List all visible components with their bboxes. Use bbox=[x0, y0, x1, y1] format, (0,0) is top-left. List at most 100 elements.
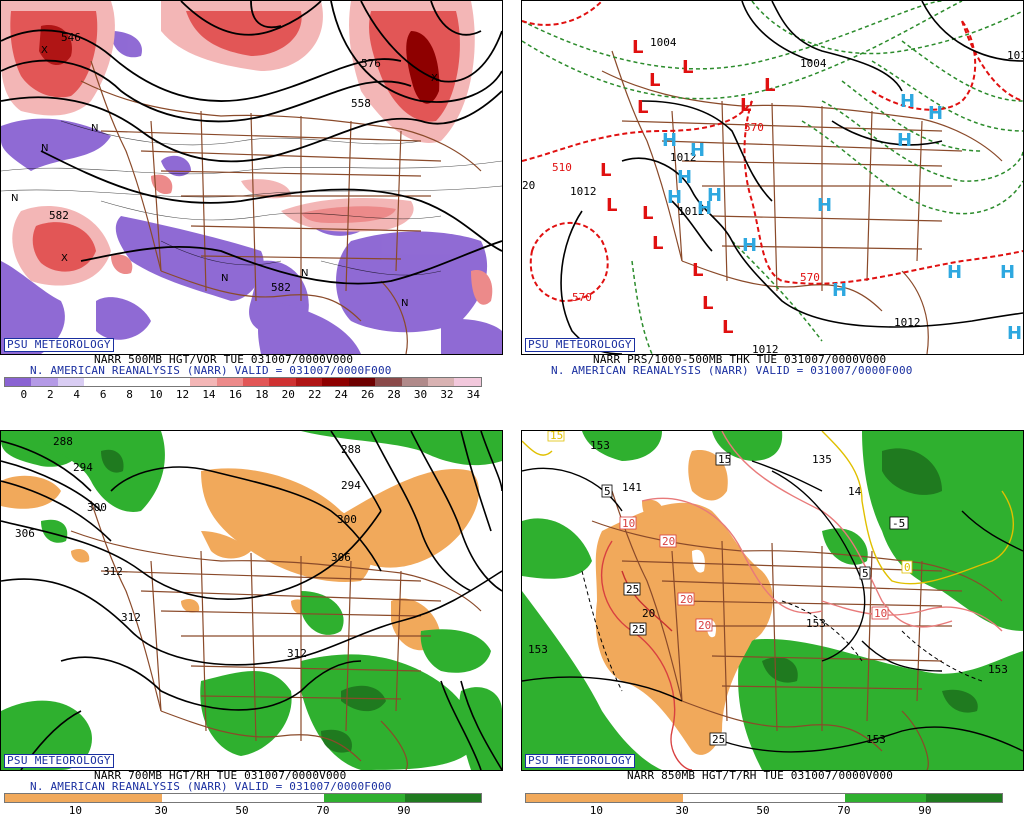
svg-text:15: 15 bbox=[550, 431, 563, 442]
colorbar-tick-label: 14 bbox=[202, 388, 216, 401]
contour-label: 546 bbox=[61, 31, 81, 44]
colorbar-tick-label: 20 bbox=[281, 388, 295, 401]
svg-text:N: N bbox=[301, 268, 308, 279]
svg-text:H: H bbox=[897, 130, 912, 151]
contour-label: 1012 bbox=[678, 205, 705, 218]
svg-text:L: L bbox=[740, 95, 751, 116]
low-markers: L L L L L L L L L L L L L bbox=[600, 37, 775, 338]
colorbar-swatch bbox=[137, 378, 164, 386]
colorbar-tick-label: 0 bbox=[20, 388, 28, 401]
colorbar-swatch bbox=[763, 794, 845, 802]
contour-label: 135 bbox=[812, 453, 832, 466]
svg-text:L: L bbox=[702, 293, 713, 314]
svg-text:10: 10 bbox=[874, 607, 887, 620]
svg-text:-5: -5 bbox=[892, 517, 905, 530]
colorbar-tick-label: 50 bbox=[756, 804, 770, 817]
svg-text:N: N bbox=[41, 143, 48, 154]
contour-label: 294 bbox=[73, 461, 93, 474]
caption-line-2: N. AMERICAN REANALYSIS (NARR) VALID = 03… bbox=[30, 780, 392, 793]
vorticity-colorbar-ticks: 0 2 4 6 8 10 12 14 16 18 20 22 24 26 28 30 32 34 bbox=[4, 389, 480, 401]
svg-text:H: H bbox=[947, 262, 962, 283]
contour-label: 582 bbox=[49, 209, 69, 222]
svg-text:H: H bbox=[928, 103, 943, 124]
colorbar-tick-label: 30 bbox=[154, 804, 168, 817]
colorbar-tick-label: 10 bbox=[589, 804, 604, 817]
contour-label: 306 bbox=[331, 551, 351, 564]
contour-label: 1004 bbox=[800, 57, 827, 70]
rh-colorbar-ticks: 10 30 50 70 90 bbox=[4, 805, 480, 817]
colorbar-swatch bbox=[242, 794, 324, 802]
svg-text:X: X bbox=[61, 253, 68, 264]
colorbar-swatch bbox=[401, 378, 428, 386]
colorbar-swatch bbox=[454, 378, 481, 386]
panel-700mb: 288 294 300 306 312 312 288 294 300 306 … bbox=[0, 416, 503, 819]
svg-text:N: N bbox=[401, 298, 408, 309]
contour-label: 510 bbox=[552, 161, 572, 174]
svg-text:N: N bbox=[11, 193, 18, 204]
colorbar-swatch bbox=[348, 378, 376, 386]
contour-label: 1012 bbox=[570, 185, 597, 198]
colorbar-swatch bbox=[322, 378, 349, 386]
psu-logo: PSU METEOROLOGY bbox=[525, 754, 635, 768]
contour-label: 570 bbox=[744, 121, 764, 134]
svg-text:H: H bbox=[707, 185, 722, 206]
rh-colorbar bbox=[4, 793, 482, 803]
colorbar-tick-label: 10 bbox=[68, 804, 83, 817]
svg-text:0: 0 bbox=[904, 561, 911, 574]
colorbar-tick-label: 4 bbox=[73, 388, 81, 401]
svg-text:H: H bbox=[742, 235, 757, 256]
colorbar-swatch bbox=[925, 794, 1002, 802]
caption-line-2: N. AMERICAN REANALYSIS (NARR) VALID = 03… bbox=[30, 364, 392, 377]
svg-text:H: H bbox=[690, 140, 705, 161]
caption-line-1: NARR 500MB HGT/VOR TUE 031007/0000V000 bbox=[94, 353, 354, 366]
psu-logo: PSU METEOROLOGY bbox=[4, 754, 114, 768]
colorbar-swatch bbox=[242, 378, 270, 386]
colorbar-tick-label: 8 bbox=[126, 388, 133, 401]
rh-colorbar bbox=[525, 793, 1003, 803]
colorbar-swatch bbox=[163, 378, 191, 386]
svg-text:20: 20 bbox=[680, 593, 693, 606]
colorbar-tick-label: 30 bbox=[675, 804, 689, 817]
contour-label: 288 bbox=[341, 443, 361, 456]
svg-text:H: H bbox=[662, 130, 677, 151]
colorbar-tick-label: 6 bbox=[99, 388, 107, 401]
svg-text:H: H bbox=[677, 167, 692, 188]
colorbar-swatch bbox=[5, 794, 48, 802]
svg-text:5: 5 bbox=[862, 567, 869, 580]
svg-text:25: 25 bbox=[626, 583, 639, 596]
contour-label: 576 bbox=[361, 57, 381, 70]
svg-text:H: H bbox=[1000, 262, 1015, 283]
colorbar-tick-label: 50 bbox=[235, 804, 249, 817]
colorbar-swatch bbox=[47, 794, 163, 802]
caption-line-2: N. AMERICAN REANALYSIS (NARR) VALID = 03… bbox=[551, 364, 913, 377]
neg-vorticity-areas bbox=[1, 31, 502, 354]
svg-text:L: L bbox=[600, 160, 611, 181]
svg-text:N: N bbox=[221, 273, 228, 284]
svg-text:5: 5 bbox=[604, 485, 611, 498]
caption-line-1: NARR PRS/1000-500MB THK TUE 031007/0000V… bbox=[593, 353, 887, 366]
contour-label: 1004 bbox=[650, 36, 677, 49]
svg-text:L: L bbox=[692, 260, 703, 281]
colorbar-swatch bbox=[526, 794, 569, 802]
map-500mb: 546 576 558 582 582 N N N N N N X X X bbox=[0, 0, 503, 355]
svg-text:H: H bbox=[1007, 323, 1022, 344]
contour-label: 558 bbox=[351, 97, 371, 110]
colorbar-tick-label: 26 bbox=[360, 388, 375, 401]
contour-label: 153 bbox=[866, 733, 886, 746]
svg-text:L: L bbox=[764, 75, 775, 96]
svg-text:H: H bbox=[697, 198, 712, 219]
colorbar-tick-label: 90 bbox=[397, 804, 411, 817]
colorbar-tick-label: 32 bbox=[440, 388, 454, 401]
colorbar-tick-label: 30 bbox=[413, 388, 428, 401]
contour-label: 312 bbox=[103, 565, 123, 578]
svg-text:20: 20 bbox=[662, 535, 675, 548]
high-markers: H H H H H H H H H H H H H H H bbox=[662, 91, 1022, 344]
svg-text:L: L bbox=[652, 233, 663, 254]
colorbar-swatch bbox=[295, 378, 323, 386]
caption-line-1: NARR 850MB HGT/T/RH TUE 031007/0000V000 bbox=[627, 769, 894, 782]
svg-text:H: H bbox=[900, 91, 915, 112]
svg-text:L: L bbox=[606, 195, 617, 216]
contour-label: 101 bbox=[1007, 49, 1023, 62]
svg-text:20: 20 bbox=[698, 619, 711, 632]
colorbar-tick-label: 10 bbox=[149, 388, 163, 401]
